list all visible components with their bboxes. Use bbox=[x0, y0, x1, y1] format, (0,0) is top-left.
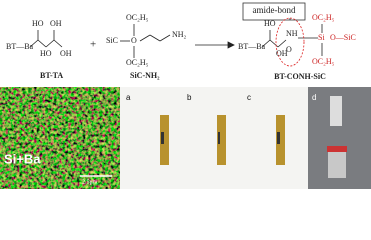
atom: OC₂H₅ bbox=[126, 13, 149, 22]
atom: HO bbox=[264, 19, 276, 28]
atom: OC₂H₅ bbox=[312, 57, 335, 66]
panel-label: c bbox=[247, 93, 251, 102]
atom: NH₂ bbox=[172, 30, 187, 39]
atom: OH bbox=[50, 19, 62, 28]
panel-label: a bbox=[126, 93, 131, 102]
group: BT—Ba bbox=[6, 42, 34, 51]
label: BT-TA bbox=[40, 71, 63, 80]
atom: OH bbox=[60, 49, 72, 58]
atom: OH bbox=[276, 49, 288, 58]
scheme bbox=[29, 2, 323, 67]
map-label: Si+Ba bbox=[4, 151, 41, 166]
atom: O bbox=[286, 45, 292, 54]
label: SiC-NH₂ bbox=[130, 71, 160, 80]
atom: O—SiC bbox=[330, 33, 356, 42]
panel-label: b bbox=[187, 93, 192, 102]
atom: OC₂H₅ bbox=[312, 13, 335, 22]
photos: Si+Ba 2.5μm a b c d bbox=[0, 87, 371, 189]
figure: BT—Ba HO OH HO OH BT-TA + SiC OC₂H₅ O OC… bbox=[0, 2, 371, 189]
atom: Si bbox=[318, 33, 325, 42]
atom: O bbox=[131, 36, 137, 45]
atom: NH bbox=[286, 29, 298, 38]
group: BT—Ba bbox=[238, 42, 266, 51]
label: BT-CONH-SiC bbox=[274, 72, 326, 81]
callout: amide-bond bbox=[253, 5, 296, 15]
atom: HO bbox=[40, 49, 52, 58]
scale-bar: 2.5μm bbox=[82, 179, 98, 185]
panel-label: d bbox=[312, 93, 316, 102]
plus: + bbox=[90, 39, 96, 51]
eds-noise bbox=[0, 87, 120, 189]
atom: HO bbox=[32, 19, 44, 28]
atom: OC₂H₅ bbox=[126, 58, 149, 67]
group: SiC bbox=[106, 36, 118, 45]
